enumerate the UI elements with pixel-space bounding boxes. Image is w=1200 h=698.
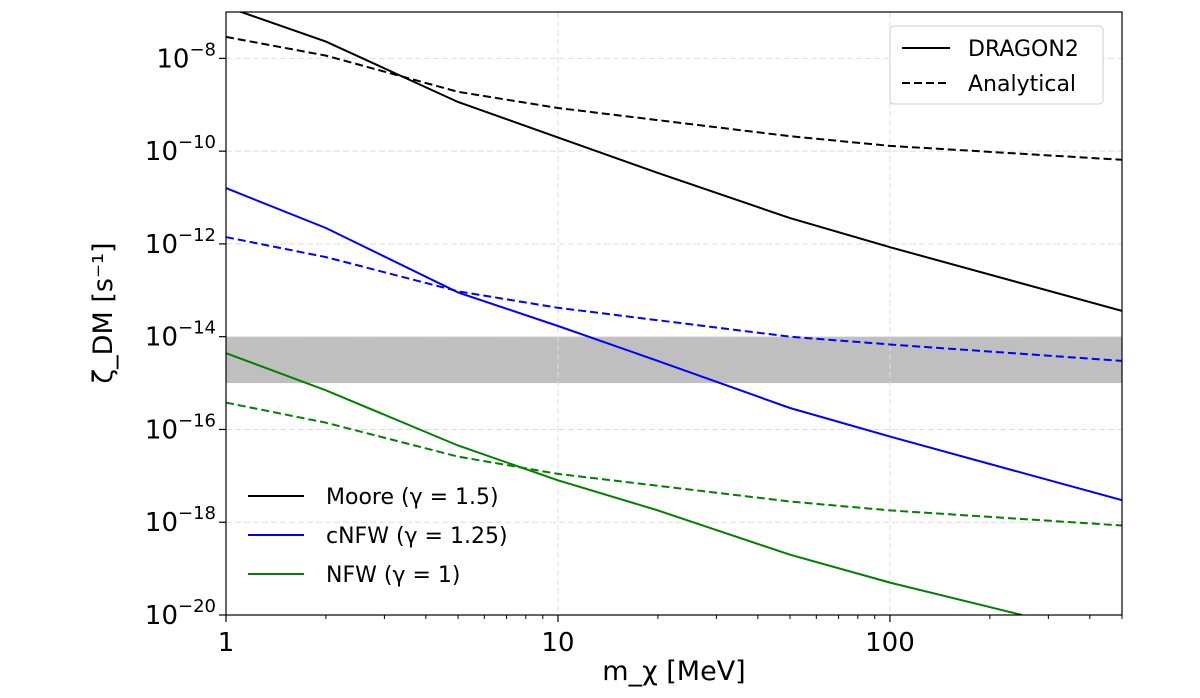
legend-label: Analytical (968, 72, 1076, 97)
y-tick-label: 10−8 (156, 39, 216, 74)
legend-method-box (889, 25, 1104, 105)
x-tick-label: 100 (865, 628, 915, 658)
y-axis-ticks: 10−20 10−18 10−16 10−14 10−12 10−10 10−8 (145, 39, 226, 631)
plot-frame (225, 11, 1123, 616)
x-axis-ticks: 1 10 100 (218, 615, 1123, 658)
legend-label: NFW (γ = 1) (326, 563, 460, 588)
y-axis-label: ζ_DM [s⁻¹] (88, 242, 119, 383)
y-tick-label: 10−10 (145, 132, 216, 167)
series-nfw-dragon2 (226, 352, 1023, 615)
series-moore-dragon2 (238, 12, 1122, 312)
legend-method: DRAGON2 Analytical (889, 25, 1104, 105)
series-moore-analytical (226, 35, 1122, 161)
x-tick-label: 1 (218, 628, 235, 658)
data-series (226, 12, 1122, 615)
legend-label: Moore (γ = 1.5) (326, 485, 499, 510)
plot-area (225, 12, 1122, 616)
legend-profile: Moore (γ = 1.5) cNFW (γ = 1.25) NFW (γ = 1… (248, 485, 508, 588)
observational-band (226, 336, 1122, 384)
series-cnfw-dragon2 (226, 187, 1122, 502)
legend-label: DRAGON2 (968, 37, 1079, 62)
series-cnfw-analytical (226, 236, 1122, 362)
y-tick-label: 10−14 (145, 318, 216, 353)
y-tick-label: 10−20 (145, 596, 216, 631)
y-tick-label: 10−18 (145, 503, 216, 538)
legend-label: cNFW (γ = 1.25) (326, 524, 508, 549)
series-nfw-analytical (226, 401, 1122, 527)
x-tick-label: 10 (541, 628, 574, 658)
y-tick-label: 10−16 (145, 410, 216, 445)
plot-background (226, 12, 1122, 615)
x-axis-label: m_χ [MeV] (602, 656, 745, 687)
y-tick-label: 10−12 (145, 225, 216, 260)
